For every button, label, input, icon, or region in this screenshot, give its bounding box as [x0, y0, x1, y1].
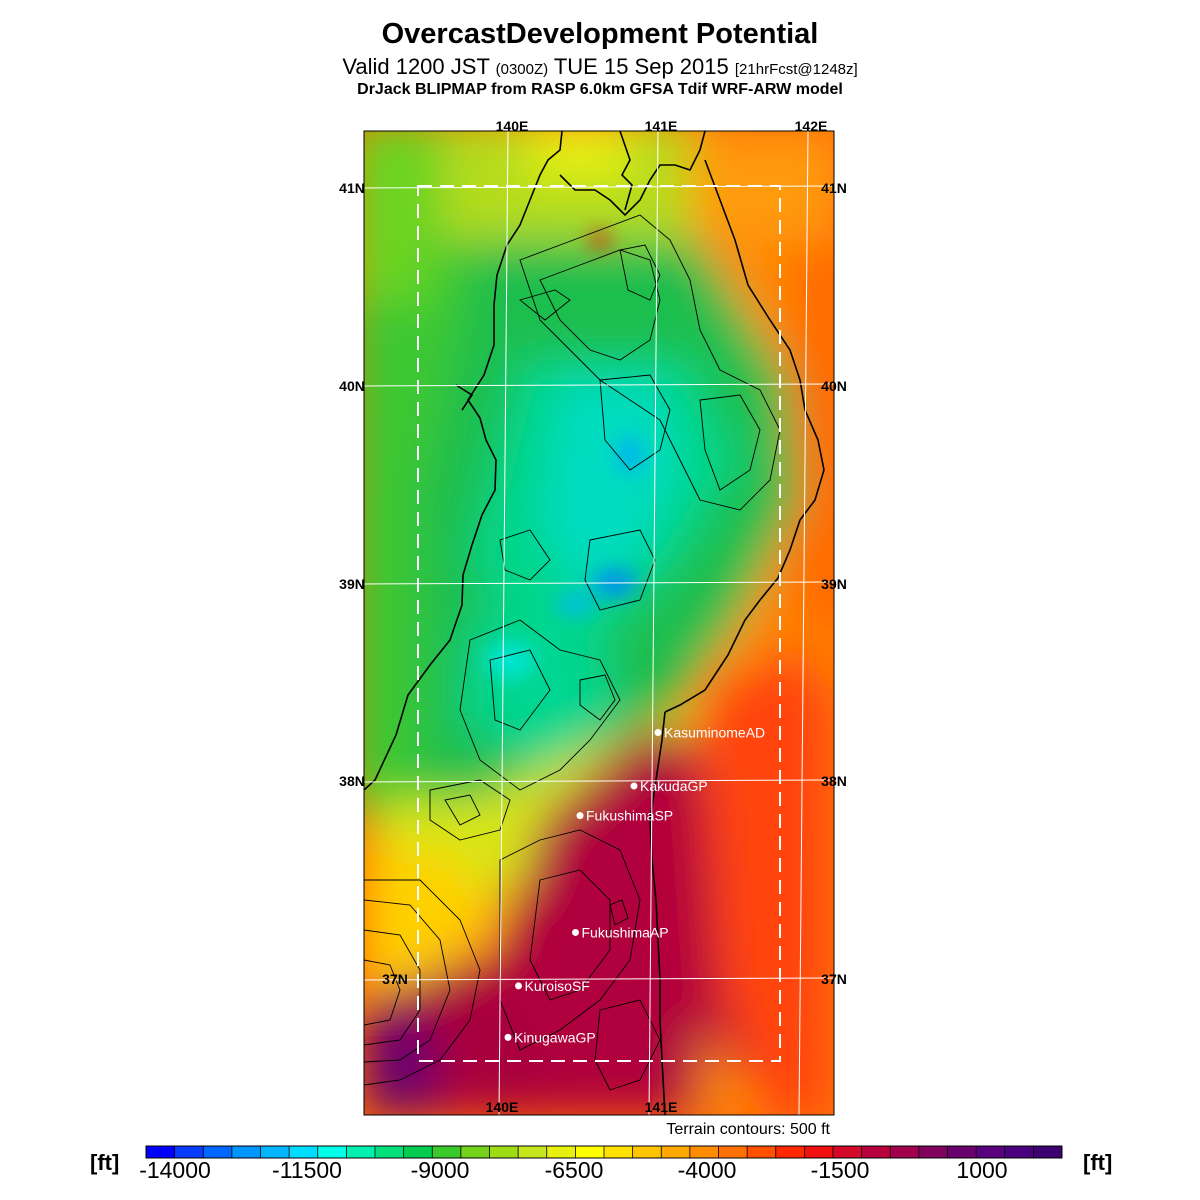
- site-label: FukushimaSP: [586, 808, 673, 824]
- colorbar-swatch: [718, 1146, 748, 1158]
- site-marker-dot: [654, 728, 662, 736]
- colorbar-swatch: [346, 1146, 376, 1158]
- site-marker-dot: [576, 812, 584, 820]
- colorbar-swatch: [661, 1146, 691, 1158]
- colorbar-swatch: [375, 1146, 405, 1158]
- colorbar-swatch: [460, 1146, 490, 1158]
- lon-label-bottom-141e: 141E: [645, 1099, 678, 1115]
- colorbar-tick-label: -11500: [272, 1157, 342, 1183]
- site-marker-dot: [572, 928, 579, 936]
- colorbar-swatch: [747, 1146, 777, 1158]
- site-marker-dot: [504, 1033, 512, 1041]
- colorbar-swatch: [804, 1146, 834, 1158]
- colorbar-swatch: [918, 1146, 948, 1158]
- colorbar-swatch: [632, 1146, 662, 1158]
- colorbar-swatch: [604, 1146, 634, 1158]
- lat-label-left-40n: 40N: [339, 378, 365, 394]
- utc-time: (0300Z): [495, 61, 549, 78]
- latitude-line: [363, 383, 835, 387]
- lat-label-left-37n: 37N: [382, 971, 408, 987]
- colorbar-swatch: [146, 1146, 176, 1158]
- site-marker-dot: [515, 982, 522, 990]
- colorbar-tick-label: -4000: [677, 1157, 737, 1183]
- lon-label-top-142e: 142E: [795, 118, 828, 134]
- colorbar-swatch: [489, 1146, 519, 1158]
- colorbar-swatch: [432, 1146, 462, 1158]
- colorbar-swatch: [260, 1146, 290, 1158]
- page-subtitle: Valid 1200 JST (0300Z) TUE 15 Sep 2015 […: [0, 54, 1200, 80]
- latitude-line: [363, 581, 835, 585]
- longitude-line: [648, 130, 659, 1116]
- longitude-line: [798, 130, 809, 1116]
- site-label: FukushimaAP: [582, 924, 669, 940]
- site-label: KasuminomeAD: [664, 724, 765, 740]
- colorbar-tick-label: -9000: [410, 1157, 470, 1183]
- valid-time: Valid 1200 JST: [342, 54, 490, 79]
- inner-domain-box: [417, 185, 781, 1062]
- colorbar-tick-label: 1000: [956, 1157, 1008, 1183]
- lat-label-right-39n: 39N: [821, 576, 847, 592]
- colorbar-swatch: [1033, 1146, 1063, 1158]
- colorbar-swatch: [1004, 1146, 1034, 1158]
- colorbar-tick-label: -6500: [544, 1157, 604, 1183]
- lon-label-top-140e: 140E: [496, 118, 529, 134]
- lat-label-right-40n: 40N: [821, 378, 847, 394]
- site-markers: KasuminomeAD KakudaGP FukushimaSP Fukushima…: [504, 724, 765, 1045]
- colorbar-unit-left: [ft]: [90, 1150, 120, 1175]
- lon-label-bottom-140e: 140E: [486, 1099, 519, 1115]
- colorbar-swatch: [403, 1146, 433, 1158]
- colorbar-swatch: [890, 1146, 920, 1158]
- model-credit: DrJack BLIPMAP from RASP 6.0km GFSA Tdif…: [357, 81, 843, 98]
- colorbar-swatch: [518, 1146, 548, 1158]
- lat-lon-grid: [363, 130, 835, 1116]
- coastline: [364, 131, 825, 1115]
- forecast-info: [21hrFcst@1248z]: [734, 61, 858, 78]
- site-label: KuroisoSF: [525, 978, 590, 994]
- page-title: OvercastDevelopment Potential: [381, 18, 819, 50]
- colorbar-tick-label: -1500: [810, 1157, 870, 1183]
- lat-label-left-38n: 38N: [339, 773, 365, 789]
- colorbar-swatch: [976, 1146, 1006, 1158]
- lat-label-right-37n: 37N: [821, 971, 847, 987]
- colorbar-swatch: [203, 1146, 233, 1158]
- latitude-line: [363, 779, 835, 783]
- colorbar-swatch: [833, 1146, 863, 1158]
- colorbar-swatch: [317, 1146, 347, 1158]
- terrain-contours: [364, 214, 781, 1091]
- colorbar-tick-label: -14000: [139, 1157, 211, 1183]
- colorbar-swatch: [174, 1146, 204, 1158]
- colorbar-swatch: [575, 1146, 605, 1158]
- valid-date: TUE 15 Sep 2015: [553, 54, 729, 79]
- overcast-field: [364, 131, 834, 1115]
- site-marker-dot: [630, 782, 638, 790]
- colorbar-unit-right: [ft]: [1083, 1150, 1113, 1175]
- terrain-contour-note: Terrain contours: 500 ft: [666, 1121, 830, 1138]
- lat-label-left-41n: 41N: [339, 180, 365, 196]
- map-frame: [363, 130, 835, 1116]
- colorbar-swatch: [689, 1146, 719, 1158]
- colorbar-swatch: [947, 1146, 977, 1158]
- colorbar-swatch: [231, 1146, 261, 1158]
- colorbar: [145, 1145, 1063, 1159]
- colorbar-swatch: [861, 1146, 891, 1158]
- lat-label-right-41n: 41N: [821, 180, 847, 196]
- site-label: KinugawaGP: [514, 1029, 596, 1045]
- lat-label-left-39n: 39N: [339, 576, 365, 592]
- lat-label-right-38n: 38N: [821, 773, 847, 789]
- colorbar-swatch: [289, 1146, 319, 1158]
- colorbar-swatch: [546, 1146, 576, 1158]
- lon-label-top-141e: 141E: [645, 118, 678, 134]
- colorbar-swatch: [775, 1146, 805, 1158]
- longitude-line: [498, 130, 509, 1116]
- site-label: KakudaGP: [640, 778, 708, 794]
- latitude-line: [363, 977, 835, 981]
